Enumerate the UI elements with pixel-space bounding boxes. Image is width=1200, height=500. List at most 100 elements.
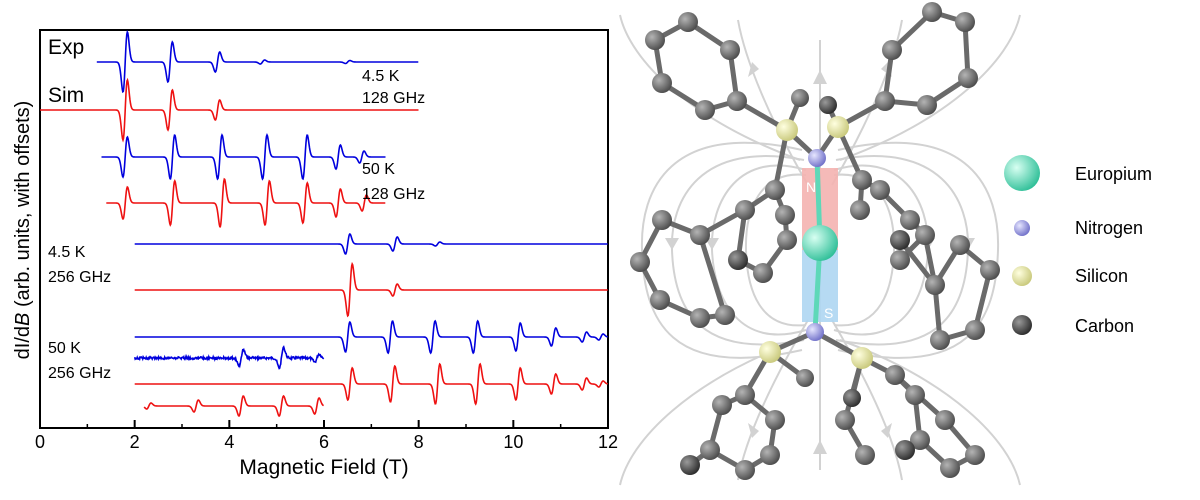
carbon-atom — [922, 2, 942, 22]
carbon-atom — [890, 230, 910, 250]
carbon-atom — [760, 445, 780, 465]
carbon-atom — [680, 455, 700, 475]
legend-label: Nitrogen — [1075, 218, 1143, 238]
carbon-atom — [728, 250, 748, 270]
exp-trace — [134, 319, 608, 355]
atoms — [630, 2, 1000, 480]
carbon-atom — [727, 91, 747, 111]
x-tick-label: 2 — [130, 432, 140, 452]
carbon-atom — [915, 225, 935, 245]
exp-trace — [96, 29, 419, 94]
x-tick-label: 10 — [503, 432, 523, 452]
plot-frame — [39, 29, 609, 429]
carbon-atom — [720, 40, 740, 60]
x-tick-label: 0 — [35, 432, 45, 452]
carbon-atom — [855, 445, 875, 465]
carbon-atom — [965, 445, 985, 465]
carbon-atom — [630, 252, 650, 272]
carbon-atom — [652, 210, 672, 230]
nitrogen-atom — [808, 149, 826, 167]
x-tick-label: 6 — [319, 432, 329, 452]
carbon-atom — [843, 389, 861, 407]
carbon-atom — [900, 210, 920, 230]
carbon-atom — [791, 89, 809, 107]
carbon-atom — [650, 290, 670, 310]
annotation-freq: 256 GHz — [48, 269, 111, 286]
carbon-atom — [735, 385, 755, 405]
sim-trace — [134, 362, 608, 406]
carbon-atom — [777, 230, 797, 250]
carbon-atom — [882, 40, 902, 60]
carbon-atom — [850, 200, 870, 220]
exp-trace — [101, 133, 386, 181]
silicon-atom — [851, 347, 873, 369]
carbon-atom — [955, 12, 975, 32]
carbon-atom — [690, 225, 710, 245]
legend-item-europium: Europium — [1004, 155, 1152, 191]
carbon-atom — [678, 12, 698, 32]
legend-label: Silicon — [1075, 266, 1128, 286]
carbon-atom — [645, 30, 665, 50]
carbon-atom — [950, 235, 970, 255]
series-layer — [40, 29, 608, 418]
carbon-atom — [875, 91, 895, 111]
carbon-atom — [715, 305, 735, 325]
x-axis-label: Magnetic Field (T) — [239, 456, 408, 479]
carbon-atom — [905, 385, 925, 405]
carbon-atom — [885, 365, 905, 385]
carbon-atom — [940, 458, 960, 478]
sim-trace — [106, 177, 386, 228]
annotation-temp: 4.5 K — [48, 244, 86, 261]
carbon-atom — [890, 250, 910, 270]
legend-sim: Sim — [48, 84, 84, 107]
annotation-freq: 128 GHz — [362, 90, 425, 107]
carbon-atom — [917, 95, 937, 115]
carbon-atom — [735, 460, 755, 480]
annotation-4.5K-256GHz: 4.5 K 256 GHz — [48, 244, 111, 286]
legend-label: Europium — [1075, 164, 1152, 184]
carbon-atom — [958, 68, 978, 88]
carbon-atom — [652, 73, 672, 93]
silicon-atom — [759, 341, 781, 363]
annotation-temp: 4.5 K — [362, 68, 400, 85]
sim-trace — [40, 77, 419, 143]
carbon-atom — [910, 430, 930, 450]
legend-label: Carbon — [1075, 316, 1134, 336]
legend-exp: Exp — [48, 36, 84, 59]
exp-trace — [133, 345, 325, 370]
y-label-italic: B — [12, 313, 34, 326]
carbon-atom — [852, 170, 872, 190]
x-tick-label: 8 — [414, 432, 424, 452]
bond — [697, 232, 728, 318]
legend-item-silicon: Silicon — [1012, 266, 1128, 286]
carbon-atom — [895, 440, 915, 460]
carbon-atom — [835, 410, 855, 430]
exp-trace — [134, 233, 608, 255]
epr-chart: 0 2 4 6 8 10 12 Exp Sim 4.5 K 128 GHz 50 K 128… — [12, 29, 618, 479]
carbon-atom — [925, 275, 945, 295]
carbon-atom — [775, 205, 795, 225]
x-tick-label: 4 — [224, 432, 234, 452]
annotation-temp: 50 K — [48, 340, 81, 357]
europium-atom — [802, 225, 838, 261]
silicon-atom — [776, 119, 798, 141]
legend-item-carbon: Carbon — [1012, 315, 1134, 336]
atom-legend: Europium Nitrogen Silicon Carbon — [1004, 155, 1152, 336]
legend-item-nitrogen: Nitrogen — [1014, 218, 1143, 238]
molecule-illustration: N S Europium Nitrogen Silicon Carbon — [619, 2, 1152, 486]
magnet-south-label: S — [824, 305, 833, 321]
x-tick-label: 12 — [598, 432, 618, 452]
sim-trace — [143, 394, 325, 418]
annotation-50K-128GHz: 50 K 128 GHz — [362, 161, 425, 203]
silicon-atom — [827, 116, 849, 138]
magnet-north-label: N — [806, 179, 816, 195]
bond — [972, 267, 993, 333]
sim-trace — [134, 261, 608, 318]
carbon-atom — [765, 410, 785, 430]
carbon-swatch — [1012, 315, 1032, 335]
annotation-temp: 50 K — [362, 161, 395, 178]
annotation-4.5K-128GHz: 4.5 K 128 GHz — [362, 68, 425, 107]
carbon-atom — [700, 440, 720, 460]
carbon-atom — [753, 263, 773, 283]
